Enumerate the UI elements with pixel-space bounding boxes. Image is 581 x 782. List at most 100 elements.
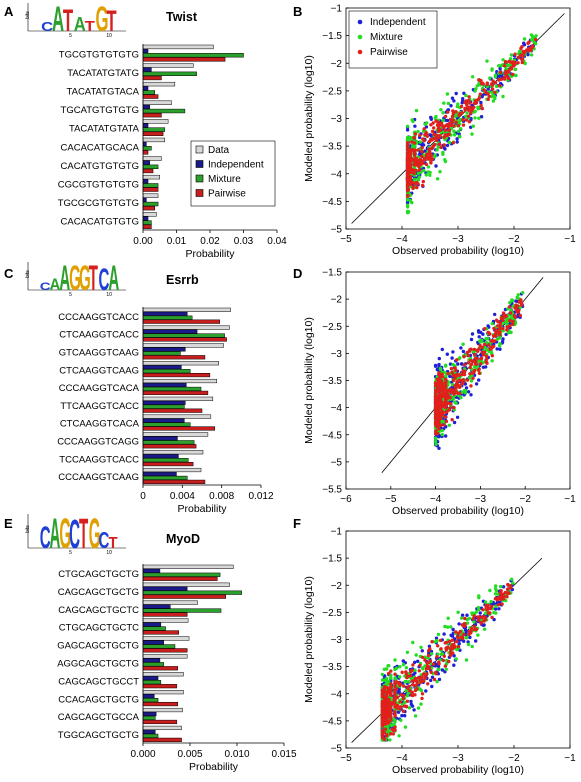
point-pairwise bbox=[453, 384, 457, 388]
point-pairwise bbox=[527, 40, 531, 44]
point-pairwise bbox=[450, 120, 454, 124]
point-mixture bbox=[435, 148, 439, 152]
point-independent bbox=[497, 74, 502, 78]
point-pairwise bbox=[389, 682, 393, 686]
bar-independent bbox=[142, 67, 152, 72]
point-pairwise bbox=[404, 704, 409, 709]
point-pairwise bbox=[495, 328, 499, 333]
point-mixture bbox=[389, 676, 393, 680]
point-independent bbox=[424, 689, 428, 693]
bar-pairwise bbox=[142, 576, 218, 581]
category-label: TTCAAGGTCACC bbox=[60, 401, 139, 412]
point-pairwise bbox=[472, 624, 476, 629]
bar-independent bbox=[142, 400, 186, 405]
logo-tick-label: 10 bbox=[106, 33, 112, 39]
x-tick-label: −5 bbox=[340, 753, 352, 764]
point-mixture bbox=[449, 625, 453, 629]
point-pairwise bbox=[435, 431, 440, 436]
scatter-plot-d: −6 −5 −4 −3 −2 −1 −5.5 −5 −4.5 −4 −3.5 −3 −2.5 −2 −1.5… bbox=[303, 268, 576, 518]
bar-pairwise bbox=[142, 648, 188, 653]
point-mixture bbox=[471, 124, 475, 128]
point-mixture bbox=[398, 665, 402, 669]
legend-label-independent: Independent bbox=[208, 160, 264, 171]
point-pairwise bbox=[490, 604, 494, 609]
bar-independent bbox=[142, 568, 161, 573]
point-independent bbox=[460, 362, 464, 366]
point-pairwise bbox=[402, 684, 406, 688]
point-pairwise bbox=[395, 695, 400, 699]
y-tick-label: −1 bbox=[331, 527, 343, 538]
point-pairwise bbox=[455, 635, 460, 639]
point-independent bbox=[479, 115, 484, 119]
point-pairwise bbox=[444, 640, 449, 645]
point-pairwise bbox=[416, 148, 420, 152]
point-mixture bbox=[458, 356, 462, 360]
point-pairwise bbox=[405, 144, 410, 148]
point-independent bbox=[470, 332, 475, 336]
point-pairwise bbox=[505, 594, 509, 599]
point-pairwise bbox=[451, 141, 456, 145]
bar-chart-a: Twist TGCGTGTGTGTG TACATATGTATG TACATATGTAC… bbox=[58, 10, 287, 260]
point-pairwise bbox=[412, 163, 417, 167]
point-independent bbox=[451, 350, 455, 354]
point-pairwise bbox=[429, 123, 433, 127]
point-pairwise bbox=[479, 103, 483, 108]
point-pairwise bbox=[508, 318, 512, 323]
y-tick-label: −2 bbox=[331, 59, 343, 70]
logo-letter: G bbox=[79, 257, 91, 297]
x-axis-label: Observed probability (log10) bbox=[392, 764, 524, 776]
point-pairwise bbox=[501, 318, 505, 322]
point-mixture bbox=[464, 636, 468, 640]
point-independent bbox=[455, 137, 459, 141]
point-pairwise bbox=[402, 693, 406, 698]
bar-mixture bbox=[142, 680, 162, 685]
point-independent bbox=[522, 41, 526, 45]
point-mixture bbox=[456, 102, 460, 106]
bar-independent bbox=[142, 586, 188, 591]
point-pairwise bbox=[469, 627, 474, 631]
y-tick-label: −4.5 bbox=[322, 197, 342, 208]
point-pairwise bbox=[437, 372, 441, 377]
point-mixture bbox=[434, 442, 438, 446]
point-pairwise bbox=[412, 141, 417, 145]
point-pairwise bbox=[480, 345, 484, 349]
bar-independent bbox=[142, 694, 155, 699]
point-mixture bbox=[445, 625, 450, 629]
point-pairwise bbox=[433, 421, 438, 425]
logo-tick-label: 5 bbox=[69, 550, 72, 556]
point-pairwise bbox=[446, 110, 450, 114]
category-label: TGGCAGCTGCTG bbox=[58, 730, 139, 741]
bar-mixture bbox=[142, 662, 164, 667]
logo-letter: C bbox=[41, 20, 53, 35]
point-independent bbox=[400, 713, 404, 718]
point-pairwise bbox=[447, 128, 452, 132]
point-pairwise bbox=[444, 399, 448, 403]
bar-data bbox=[142, 654, 188, 659]
point-pairwise bbox=[489, 339, 493, 343]
bar-independent bbox=[142, 365, 182, 370]
point-pairwise bbox=[413, 132, 418, 136]
point-pairwise bbox=[487, 343, 491, 347]
point-independent bbox=[440, 668, 445, 672]
point-independent bbox=[504, 332, 508, 337]
point-mixture bbox=[490, 90, 494, 95]
point-pairwise bbox=[479, 621, 483, 625]
point-pairwise bbox=[479, 78, 483, 83]
point-pairwise bbox=[446, 132, 451, 136]
category-label: CTGCAGCTGCTG bbox=[58, 569, 139, 580]
point-pairwise bbox=[454, 368, 458, 373]
point-pairwise bbox=[393, 705, 397, 709]
point-pairwise bbox=[476, 97, 481, 102]
point-pairwise bbox=[501, 326, 505, 331]
x-axis-label: Probability bbox=[189, 761, 239, 773]
point-pairwise bbox=[493, 339, 497, 343]
y-tick-label: −5 bbox=[331, 457, 343, 468]
logo-letter: C bbox=[99, 263, 110, 297]
point-mixture bbox=[506, 331, 511, 335]
point-mixture bbox=[516, 293, 520, 297]
bar-pairwise bbox=[142, 684, 178, 689]
point-pairwise bbox=[423, 658, 427, 662]
point-mixture bbox=[471, 75, 475, 79]
point-pairwise bbox=[380, 731, 385, 736]
point-pairwise bbox=[482, 88, 486, 92]
